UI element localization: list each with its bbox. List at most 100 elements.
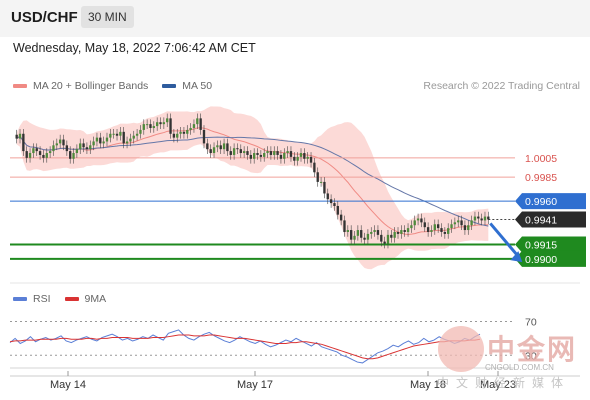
candle <box>216 145 219 148</box>
candle <box>366 233 370 240</box>
candle <box>376 230 380 235</box>
candle <box>38 151 42 155</box>
x-tick-label: May 18 <box>410 379 446 391</box>
candle <box>72 153 75 159</box>
forecast-arrow-head <box>510 251 523 263</box>
candle <box>339 214 343 221</box>
candle <box>473 216 477 221</box>
candle <box>236 148 239 150</box>
candle <box>82 143 85 148</box>
top-bar: USD/CHF 30 MIN <box>0 0 590 37</box>
candle <box>286 151 289 154</box>
legend-9ma-label: 9MA <box>84 293 107 305</box>
rsi-tick-70: 70 <box>525 316 537 328</box>
candle <box>433 224 436 231</box>
candle <box>92 141 95 146</box>
level-tag-0.9960 <box>515 193 586 210</box>
candle <box>313 162 316 173</box>
copyright-note: Research © 2022 Trading Central <box>423 80 580 92</box>
candle <box>436 224 440 229</box>
candle <box>390 234 393 238</box>
candle <box>125 141 129 144</box>
x-tick-label: May 14 <box>50 379 86 391</box>
last-price-label: 0.9941 <box>525 214 557 226</box>
report-datetime: Wednesday, May 18, 2022 7:06:42 AM CET <box>13 41 256 55</box>
candle <box>460 220 463 226</box>
level-tag-0.9900 <box>515 250 586 267</box>
legend-ma50-label: MA 50 <box>182 80 213 92</box>
candle <box>226 143 229 152</box>
candle <box>212 147 216 154</box>
ma50-line <box>16 135 489 227</box>
candle <box>182 131 186 134</box>
candle <box>363 237 366 240</box>
candle <box>336 205 339 215</box>
candle <box>256 153 259 155</box>
candle <box>132 135 135 139</box>
candle <box>58 139 62 144</box>
candle <box>346 230 350 232</box>
candle <box>206 143 209 150</box>
candle <box>353 235 356 240</box>
level-label-0.9915: 0.9915 <box>525 239 557 251</box>
candle <box>289 151 293 157</box>
candle <box>283 153 286 159</box>
legend-ma20-label: MA 20 + Bollinger Bands <box>33 80 149 92</box>
candle <box>186 129 189 134</box>
legend-ma20: MA 20 + Bollinger Bands <box>13 80 148 92</box>
rsi-series-RSI <box>9 329 481 364</box>
candle <box>406 228 410 232</box>
candle <box>85 147 89 150</box>
candle <box>276 151 279 155</box>
candle <box>18 133 22 139</box>
candle <box>42 154 45 158</box>
candle <box>196 118 199 125</box>
candle <box>232 148 236 155</box>
candle <box>35 148 38 152</box>
candle <box>299 153 303 157</box>
level-tag-0.9915 <box>515 236 586 253</box>
candle <box>89 145 92 150</box>
candle <box>296 156 299 161</box>
candle <box>52 145 55 152</box>
candle <box>169 118 172 134</box>
candle <box>65 145 69 152</box>
candle <box>32 148 35 154</box>
candle <box>487 216 490 220</box>
candle <box>426 227 430 232</box>
level-label-0.9985: 0.9985 <box>525 172 557 184</box>
chart-legend: MA 20 + Bollinger Bands MA 50 <box>13 80 212 92</box>
legend-rsi: RSI <box>13 293 51 305</box>
candle <box>269 151 273 155</box>
candle <box>119 131 122 136</box>
candle <box>139 129 142 134</box>
candle <box>279 154 283 159</box>
candle <box>410 225 413 229</box>
x-tick-label: May 17 <box>237 379 273 391</box>
candle <box>242 151 246 154</box>
candle <box>373 230 376 232</box>
candle <box>152 126 155 128</box>
candle <box>229 151 232 155</box>
level-label-0.9900: 0.9900 <box>525 254 557 266</box>
ma9-swatch <box>64 297 79 301</box>
candle <box>249 154 252 159</box>
candle <box>45 153 48 158</box>
candle <box>333 203 336 206</box>
x-tick-label: May 23 <box>480 379 516 391</box>
timeframe-button[interactable]: 30 MIN <box>81 6 134 28</box>
candle <box>48 151 52 154</box>
candle <box>416 218 420 221</box>
candle <box>266 151 269 154</box>
candle <box>350 230 353 240</box>
candle <box>135 133 139 136</box>
rsi-swatch <box>13 297 27 301</box>
candle <box>343 220 346 232</box>
candle <box>303 153 306 159</box>
candle <box>102 141 105 144</box>
candle <box>149 124 152 128</box>
candle <box>179 131 182 134</box>
candle <box>55 143 58 146</box>
candle <box>22 133 25 152</box>
